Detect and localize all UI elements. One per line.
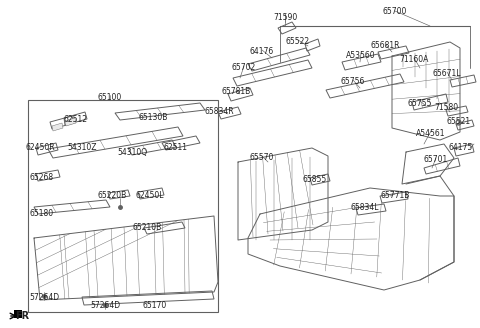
Text: 65702: 65702 [232,64,256,72]
Text: 65268: 65268 [30,174,54,182]
Text: 65671L: 65671L [433,70,461,78]
Text: 65210B: 65210B [132,223,162,233]
Text: 71160A: 71160A [399,55,429,65]
Text: 65170: 65170 [143,301,167,311]
Text: 71590: 71590 [273,13,297,23]
Text: 54310Q: 54310Q [117,148,147,156]
Polygon shape [52,123,63,131]
Text: 64176: 64176 [250,48,274,56]
Polygon shape [65,118,76,126]
Text: 65521: 65521 [447,117,471,127]
Text: 65130B: 65130B [138,113,168,121]
Text: 65180: 65180 [30,210,54,218]
Text: 65771B: 65771B [380,192,410,200]
Text: 65756: 65756 [341,77,365,87]
Text: 65570: 65570 [250,154,274,162]
Text: 62511: 62511 [163,144,187,153]
Text: 65701: 65701 [424,155,448,165]
Text: 65700: 65700 [383,8,407,16]
Text: 65522: 65522 [286,37,310,47]
Text: 65834R: 65834R [204,108,234,116]
Polygon shape [14,310,22,318]
Text: 57264D: 57264D [90,301,120,311]
Text: A53560: A53560 [346,51,376,59]
Text: 65220B: 65220B [97,192,127,200]
Text: 65755: 65755 [408,98,432,108]
Bar [28,100,218,312]
Text: 65781B: 65781B [221,88,251,96]
Text: 57264D: 57264D [29,294,59,302]
Text: 71580: 71580 [434,104,458,113]
Text: A54561: A54561 [416,129,446,137]
Text: FR: FR [15,311,29,321]
Text: 62450L: 62450L [136,192,164,200]
Text: 65681R: 65681R [370,42,400,51]
Text: 54310Z: 54310Z [67,144,97,153]
Text: 64175: 64175 [449,144,473,153]
Text: 62450R: 62450R [25,144,55,153]
Text: 65834L: 65834L [351,203,379,213]
Text: 65855: 65855 [303,175,327,184]
Text: 65100: 65100 [98,92,122,101]
Text: 62512: 62512 [63,115,87,125]
